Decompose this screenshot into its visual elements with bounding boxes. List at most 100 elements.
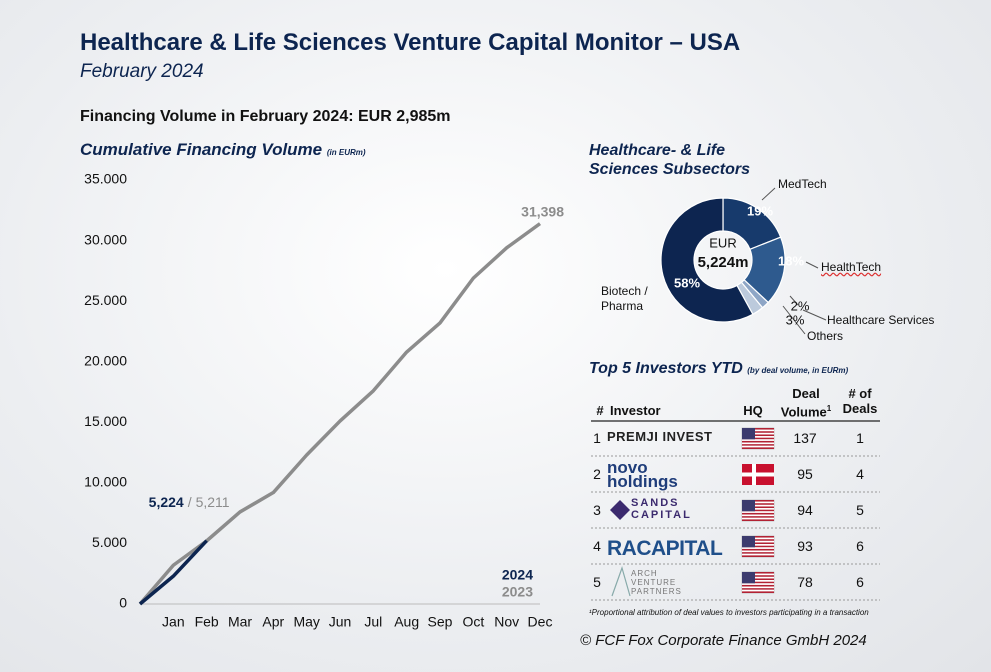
subtitle: February 2024	[80, 61, 204, 82]
rank: 4	[593, 538, 601, 554]
legend-entry: 2024	[502, 567, 533, 583]
leader-line	[789, 295, 799, 306]
investor-logo: RACAPITAL	[607, 537, 723, 560]
table-header: Deal Volume1	[780, 386, 832, 419]
flag-stripe	[742, 542, 774, 545]
deal-count: 4	[856, 466, 864, 482]
leader-line	[805, 261, 819, 269]
donut-category-label: MedTech	[778, 177, 827, 191]
rank: 3	[593, 502, 601, 518]
table-header: Investor	[610, 403, 670, 418]
x-tick-label: Feb	[195, 614, 219, 630]
flag-stripe	[742, 503, 774, 505]
donut-category-label: Others	[807, 329, 844, 343]
x-tick-label: Dec	[528, 614, 553, 630]
flag-stripe	[742, 545, 774, 548]
flag-stripe	[742, 519, 774, 521]
headline: Financing Volume in February 2024: EUR 2…	[80, 108, 451, 125]
donut-center-text: 5,224m	[698, 254, 749, 271]
x-tick-label: Aug	[394, 614, 419, 630]
deal-count: 5	[856, 502, 864, 518]
flag-stripe	[742, 514, 774, 517]
table-header-text: # of Deals	[842, 386, 878, 416]
donut-value-label: 19%	[747, 203, 773, 218]
deal-volume: 94	[797, 502, 813, 518]
flag-stripe	[742, 581, 774, 584]
flag-canton	[742, 428, 755, 440]
flag-stripe	[742, 553, 774, 556]
donut-category-label: Healthcare Services	[827, 313, 935, 327]
logo-icon	[610, 500, 630, 520]
flag-stripe	[742, 439, 774, 441]
donut-value-label: 18%	[778, 253, 804, 268]
flag-stripe	[742, 512, 774, 515]
leader-line	[782, 305, 806, 335]
flag-stripe	[742, 540, 774, 543]
donut-category-label: HealthTech	[821, 260, 882, 274]
table-footnote: ¹Proportional attribution of deal values…	[589, 608, 869, 617]
flag-stripe	[742, 586, 774, 589]
x-tick-label: Sep	[428, 614, 453, 630]
flag-stripe	[742, 576, 774, 579]
x-tick-label: Apr	[262, 614, 284, 630]
table-header: HQ	[738, 403, 768, 418]
deal-volume: 93	[797, 538, 813, 554]
deal-volume: 78	[797, 574, 813, 590]
flag-stripe	[742, 442, 774, 445]
table-title-text: Top 5 Investors YTD	[589, 360, 743, 377]
y-tick-label: 35.000	[84, 171, 127, 187]
table-header-text: Deal Volume	[780, 386, 827, 420]
x-tick-label: May	[293, 614, 319, 630]
rank: 1	[593, 430, 601, 446]
value-label: 31,398	[521, 203, 564, 219]
flag-stripe	[742, 444, 774, 446]
flag-stripe	[742, 516, 774, 518]
table-header-text: Investor	[610, 403, 661, 418]
flag-canton	[742, 536, 755, 548]
table-title-note: (by deal volume, in EURm)	[747, 366, 849, 375]
flag-stripe	[742, 591, 774, 593]
value-label: 5,211	[196, 494, 230, 510]
flag-stripe	[742, 500, 774, 502]
flag-stripe	[742, 440, 774, 443]
line-chart-title: Cumulative Financing Volume (in EURm)	[80, 140, 366, 160]
flag-stripe	[742, 508, 774, 510]
flag-stripe	[742, 573, 774, 576]
flag-canton	[742, 500, 755, 512]
y-tick-label: 5.000	[92, 534, 127, 550]
flag-stripe	[742, 583, 774, 585]
deal-volume: 95	[797, 466, 813, 482]
flag-stripe	[742, 537, 774, 540]
donut-value-label: 58%	[674, 275, 700, 290]
flag-stripe	[742, 445, 774, 448]
flag-stripe	[742, 555, 774, 557]
series-line	[138, 539, 208, 606]
flag-stripe	[742, 437, 774, 440]
investor-logo: PREMJI INVEST	[607, 429, 713, 444]
flag-stripe	[742, 544, 774, 546]
line-chart-title-note: (in EURm)	[326, 148, 366, 157]
donut-value-label: 3%	[786, 312, 805, 327]
rank: 2	[593, 466, 601, 482]
donut-center-text: EUR	[709, 235, 736, 250]
investor-logo: novo holdings	[607, 458, 678, 491]
flag-stripe	[742, 501, 774, 504]
x-tick-label: Mar	[228, 614, 252, 630]
copyright: © FCF Fox Corporate Finance GmbH 2024	[580, 632, 867, 649]
flag-stripe	[742, 432, 774, 435]
donut-category-label: Biotech / Pharma	[601, 284, 648, 313]
deal-count: 6	[856, 574, 864, 590]
flag-stripe	[742, 547, 774, 549]
x-tick-label: Jan	[162, 614, 185, 630]
page-title: Healthcare & Life Sciences Venture Capit…	[80, 29, 741, 56]
leader-line	[802, 309, 827, 321]
y-tick-label: 0	[119, 595, 127, 611]
y-tick-label: 10.000	[84, 474, 127, 490]
leader-line	[761, 187, 776, 201]
flag-stripe	[742, 509, 774, 512]
flag-stripe	[742, 589, 774, 592]
flag-stripe	[742, 575, 774, 577]
deal-volume: 137	[793, 430, 817, 446]
